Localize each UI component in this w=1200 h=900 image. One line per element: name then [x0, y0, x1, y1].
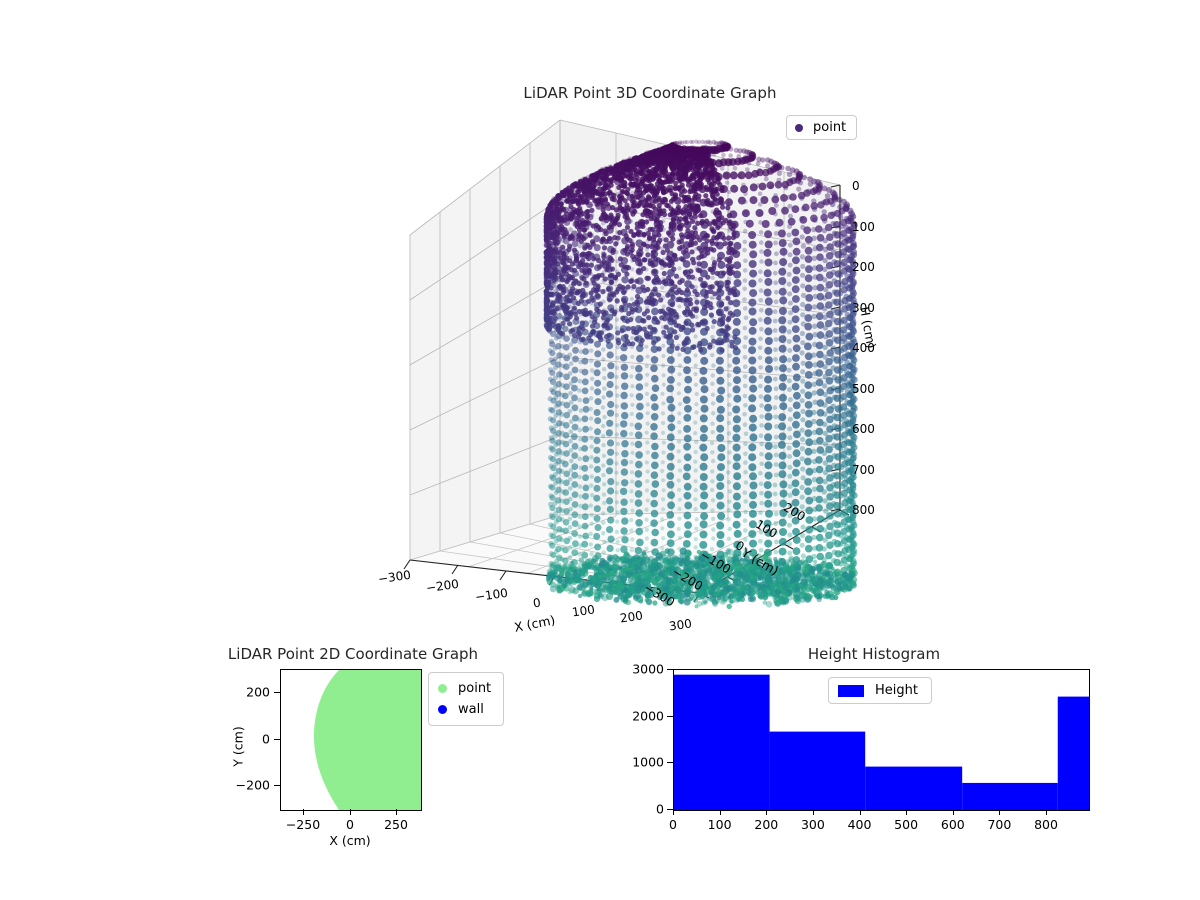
- hist-ytick-2: 2000: [632, 708, 664, 724]
- hist-ytick-mark-1: [667, 762, 673, 764]
- legend2d-label-point: point: [458, 681, 492, 696]
- hist-xtick-4: 400: [847, 817, 872, 832]
- plot2d-ytick-mark-2: [274, 785, 280, 787]
- hist-xtick-mark-0: [673, 809, 675, 815]
- plot2d-ylabel: Y (cm): [230, 726, 246, 767]
- plot2d-xtick-mark-0: [303, 809, 305, 815]
- plot2d-xtick-1: 0: [346, 817, 354, 832]
- hist-xtick-mark-3: [812, 809, 814, 815]
- tick3d-z-6: 600: [852, 422, 875, 436]
- plot2d-xtick-mark-1: [350, 809, 352, 815]
- legend2d-label-wall: wall: [458, 702, 484, 717]
- plot2d-area[interactable]: [280, 669, 422, 811]
- plot2d-title: LiDAR Point 2D Coordinate Graph: [227, 645, 479, 663]
- tick3d-z-2: 200: [852, 260, 875, 274]
- hist-xtick-mark-2: [766, 809, 768, 815]
- hist-xtick-3: 300: [800, 817, 825, 832]
- plot2d-xtick-2: 250: [384, 817, 408, 832]
- hist-ytick-3: 3000: [632, 661, 664, 677]
- height-color-swatch-icon: [838, 684, 864, 697]
- hist-xtick-2: 200: [754, 817, 779, 832]
- plot2d-ytick-2: −200: [235, 777, 270, 793]
- hist-ytick-mark-3: [667, 669, 673, 671]
- histogram-bars: [674, 674, 1089, 810]
- hist-ytick-0: 0: [656, 801, 664, 817]
- hist-ytick-mark-2: [667, 715, 673, 717]
- plot2d-xtick-mark-2: [396, 809, 398, 815]
- histogram-title: Height Histogram: [807, 645, 941, 663]
- point-marker-icon: [438, 684, 447, 693]
- plot2d-xlabel: X (cm): [329, 833, 371, 848]
- hist-xtick-mark-6: [952, 809, 954, 815]
- hist-xtick-7: 700: [987, 817, 1012, 832]
- tick3d-z-0: 0: [852, 179, 860, 193]
- hist-xtick-6: 600: [940, 817, 965, 832]
- lidar-point-cloud: [543, 139, 858, 610]
- wall-marker-icon: [438, 705, 447, 714]
- hist-xtick-mark-4: [859, 809, 861, 815]
- hist-xtick-mark-8: [1046, 809, 1048, 815]
- hist-xtick-5: 500: [894, 817, 919, 832]
- hist-ytick-mark-0: [667, 809, 673, 811]
- hist-xtick-mark-5: [906, 809, 908, 815]
- hist-xtick-1: 100: [707, 817, 732, 832]
- point-marker-icon: [795, 123, 803, 132]
- lidar-3d-axes: LiDAR Point 3D Coordinate Graph: [377, 80, 900, 660]
- hist-xtick-0: 0: [669, 817, 677, 832]
- plot2d-ytick-mark-0: [274, 692, 280, 694]
- plot2d-ytick-mark-1: [274, 738, 280, 740]
- tick3d-z-8: 800: [852, 503, 875, 517]
- plot3d-title: LiDAR Point 3D Coordinate Graph: [523, 84, 777, 102]
- hist-xtick-mark-7: [999, 809, 1001, 815]
- legend3d-label-point: point: [813, 120, 847, 135]
- plot2d-legend[interactable]: point wall: [428, 672, 505, 726]
- hist-xtick-8: 800: [1034, 817, 1058, 832]
- tick3d-z-3: 300: [852, 301, 875, 315]
- plot3d-legend[interactable]: point: [786, 115, 858, 140]
- tick3d-z-5: 500: [852, 382, 875, 396]
- legend2d-row-wall[interactable]: wall: [438, 699, 491, 720]
- histogram-legend[interactable]: Height: [828, 677, 932, 704]
- legendhist-label-height: Height: [875, 683, 918, 698]
- tick3d-z-1: 100: [852, 220, 875, 234]
- legend2d-row-point[interactable]: point: [438, 678, 491, 699]
- tick3d-z-4: 400: [852, 341, 875, 355]
- hist-ytick-1: 1000: [632, 754, 664, 770]
- plot2d-xtick-0: −250: [285, 817, 321, 832]
- hist-xtick-mark-1: [719, 809, 721, 815]
- point-region-shape: [313, 670, 421, 810]
- plot2d-ytick-0: 200: [246, 684, 270, 700]
- plot2d-ytick-1: 0: [262, 731, 270, 747]
- tick3d-z-7: 700: [852, 463, 875, 477]
